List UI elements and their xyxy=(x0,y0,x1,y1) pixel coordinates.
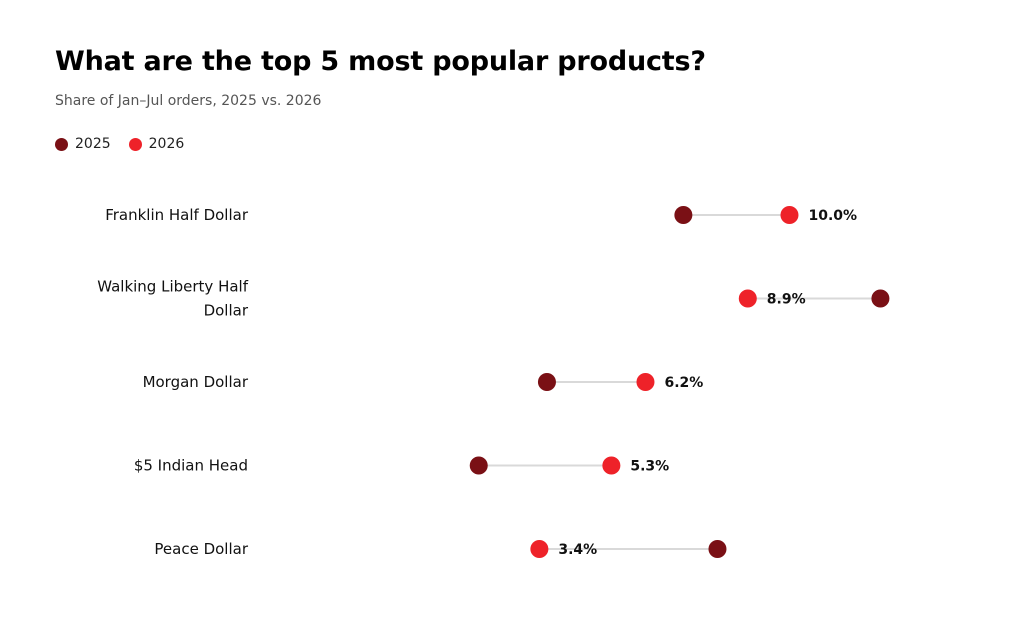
dot-2026 xyxy=(602,456,621,475)
dot-2026 xyxy=(738,289,757,308)
dot-2025 xyxy=(537,373,556,391)
category-label-line: Dollar xyxy=(204,302,249,320)
value-label: 8.9% xyxy=(767,292,806,308)
chart-subtitle: Share of Jan–Jul orders, 2025 vs. 2026 xyxy=(55,93,322,109)
legend-dot-2025 xyxy=(55,137,68,151)
value-label: 6.2% xyxy=(664,375,703,391)
category-label-line: Peace Dollar xyxy=(154,540,248,558)
category-label-line: $5 Indian Head xyxy=(134,457,248,475)
dot-2025 xyxy=(469,456,488,475)
legend-label-2025: 2025 xyxy=(75,136,111,152)
dot-2026 xyxy=(530,540,549,558)
legend: 2025 2026 xyxy=(55,136,202,152)
legend-item-2026: 2026 xyxy=(128,136,185,152)
dot-2026 xyxy=(636,373,655,391)
dot-2025 xyxy=(871,289,890,308)
category-label: Walking Liberty Half Dollar xyxy=(97,278,249,320)
chart-title: What are the top 5 most popular products… xyxy=(55,46,706,77)
category-label-line: Morgan Dollar xyxy=(143,373,249,391)
value-label: 5.3% xyxy=(630,459,669,475)
category-label-line: Franklin Half Dollar xyxy=(105,206,249,224)
category-label: $5 Indian Head xyxy=(134,457,248,475)
category-label: Franklin Half Dollar xyxy=(105,206,249,224)
value-label: 3.4% xyxy=(558,542,597,558)
category-label: Morgan Dollar xyxy=(143,373,249,391)
legend-label-2026: 2026 xyxy=(148,136,185,152)
dot-2025 xyxy=(674,206,693,224)
category-label-line: Walking Liberty Half xyxy=(97,278,248,296)
category-label: Peace Dollar xyxy=(154,540,248,558)
legend-item-2025: 2025 xyxy=(55,136,111,152)
dot-2025 xyxy=(708,540,727,558)
value-label: 10.0% xyxy=(808,208,857,224)
legend-dot-2026 xyxy=(128,137,142,151)
dot-2026 xyxy=(780,206,799,224)
